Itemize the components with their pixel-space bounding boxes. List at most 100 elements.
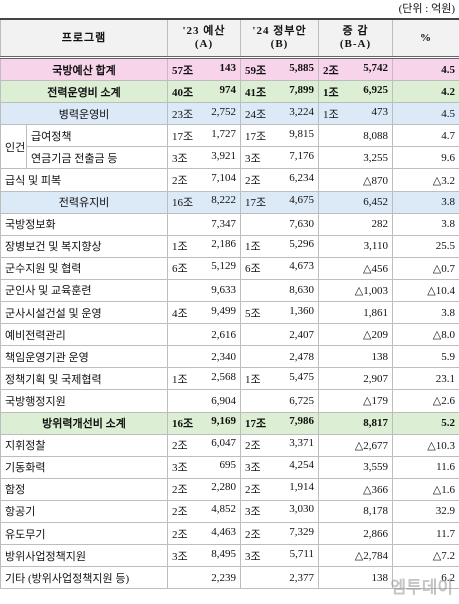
- pct-cell: 3.8: [392, 301, 459, 325]
- a23-cell: 3조 8,495: [167, 544, 242, 568]
- amount-part: 2조: [323, 64, 339, 77]
- table-row: 함정 2조 2,280 2조 1,914 △366 △1.6: [0, 477, 459, 501]
- b24-cell: 17조 7,986: [240, 411, 320, 435]
- table-row: 전력유지비 16조 8,222 17조 4,675 6,452 3.8: [0, 190, 459, 214]
- diff-cell: 8,178: [318, 499, 394, 523]
- diff-cell: 3,110: [318, 234, 394, 258]
- amount-part: 3조: [172, 550, 188, 563]
- amount-part: 4,675: [289, 194, 315, 207]
- b24-cell: 2조 6,234: [240, 168, 320, 192]
- amount-part: 2조: [172, 175, 188, 188]
- pct-cell: 11.6: [392, 455, 459, 479]
- program-label: 유도무기: [0, 521, 169, 546]
- program-label: 함정: [0, 477, 169, 501]
- amount-part: 4,673: [289, 260, 315, 273]
- group-label: 인건비: [0, 124, 27, 170]
- b24-cell: 3조 7,176: [240, 146, 320, 170]
- amount-part: 2,340: [211, 350, 237, 363]
- program-label: 기타 (방위사업정책지원 등): [0, 566, 169, 590]
- table-row: 방위력개선비 소계 16조 9,169 17조 7,986 8,817 5.2: [0, 411, 459, 435]
- amount-part: 3,224: [289, 105, 315, 118]
- amount-part: 2,616: [211, 328, 237, 341]
- amount-part: 4,463: [211, 525, 237, 538]
- watermark: 엠투데이: [390, 578, 453, 598]
- amount-part: 5,475: [289, 370, 315, 383]
- program-label: 연금기금 전출금 등: [25, 146, 169, 170]
- pct-cell: 4.2: [392, 80, 459, 104]
- pct-cell: △10.3: [392, 433, 459, 457]
- b24-cell: 3조 5,711: [240, 544, 320, 568]
- diff-cell: 8,817: [318, 411, 394, 435]
- pct-cell: 4.5: [392, 56, 459, 82]
- table-row: 국방정보화 7,347 7,630 282 3.8: [0, 212, 459, 236]
- amount-part: 3조: [245, 152, 261, 165]
- program-label: 항공기: [0, 499, 169, 523]
- amount-part: △366: [363, 483, 389, 496]
- amount-part: 7,329: [289, 525, 315, 538]
- program-label: 방위사업정책지원: [0, 544, 169, 568]
- amount-part: 2조: [245, 440, 261, 453]
- pct-cell: 6.2: [392, 566, 459, 590]
- amount-part: 40조: [172, 86, 194, 99]
- table-row: 연금기금 전출금 등 3조 3,921 3조 7,176 3,255 9.6: [1, 146, 459, 170]
- amount-part: 16조: [172, 418, 194, 431]
- table-row: 기타 (방위사업정책지원 등) 2,239 2,377 138 6.2: [0, 566, 459, 590]
- program-label: 국방정보화: [0, 212, 169, 236]
- header-text: '24 정부안: [252, 25, 307, 37]
- diff-cell: 1조 473: [318, 102, 394, 126]
- a23-cell: 40조 974: [167, 80, 242, 104]
- a23-cell: 16조 9,169: [167, 411, 242, 435]
- diff-cell: 138: [318, 345, 394, 369]
- a23-cell: 17조 1,727: [167, 124, 242, 148]
- b24-cell: 17조 9,815: [240, 124, 320, 148]
- pct-cell: △1.6: [392, 477, 459, 501]
- pct-cell: △8.0: [392, 323, 459, 347]
- b24-cell: 1조 5,296: [240, 234, 320, 258]
- diff-cell: 8,088: [318, 124, 394, 148]
- pct-cell: 3.8: [392, 190, 459, 214]
- amount-part: 1,861: [363, 306, 389, 319]
- b24-cell: 1조 5,475: [240, 367, 320, 391]
- amount-part: 4,254: [289, 459, 315, 472]
- header-text: '23 예산: [182, 25, 226, 37]
- amount-part: 138: [371, 350, 389, 363]
- header-row: 프로그램 '23 예산 (A) '24 정부안 (B) 증 감 (B-A) %: [0, 18, 459, 59]
- budget-table: 프로그램 '23 예산 (A) '24 정부안 (B) 증 감 (B-A) % 국방예…: [0, 18, 459, 590]
- program-label: 기동화력: [0, 455, 169, 479]
- amount-part: △456: [363, 262, 389, 275]
- amount-part: 1조: [172, 373, 188, 386]
- amount-part: 17조: [245, 130, 267, 143]
- pct-cell: 23.1: [392, 367, 459, 391]
- amount-part: 3조: [245, 462, 261, 475]
- amount-part: 3조: [172, 462, 188, 475]
- amount-part: 6,234: [289, 172, 315, 185]
- a23-cell: 2,616: [167, 323, 242, 347]
- pct-cell: △7.2: [392, 544, 459, 568]
- a23-cell: 2조 4,852: [167, 499, 242, 523]
- amount-part: 2조: [172, 506, 188, 519]
- amount-part: 2,907: [363, 372, 389, 385]
- program-label: 전력운영비 소계: [0, 80, 169, 104]
- amount-part: 1조: [245, 373, 261, 386]
- amount-part: 17조: [172, 130, 194, 143]
- amount-part: 4,852: [211, 503, 237, 516]
- table-row: 예비전력관리 2,616 2,407 △209 △8.0: [0, 323, 459, 347]
- b24-cell: 7,630: [240, 212, 320, 236]
- amount-part: 7,986: [289, 415, 315, 428]
- amount-part: 3,030: [289, 503, 315, 516]
- b24-cell: 41조 7,899: [240, 80, 320, 104]
- amount-part: 282: [371, 218, 389, 231]
- table-row: 군수지원 및 협력 6조 5,129 6조 4,673 △456 △0.7: [0, 256, 459, 280]
- a23-cell: 23조 2,752: [167, 102, 242, 126]
- program-label: 방위력개선비 소계: [0, 411, 169, 435]
- b24-cell: 2조 3,371: [240, 433, 320, 457]
- amount-part: 59조: [245, 64, 267, 77]
- amount-part: 23조: [172, 108, 194, 121]
- a23-cell: 2조 7,104: [167, 168, 242, 192]
- pct-cell: △0.7: [392, 256, 459, 280]
- header-text: (A): [194, 38, 214, 50]
- amount-part: 2조: [172, 528, 188, 541]
- program-label: 지휘정찰: [0, 433, 169, 457]
- amount-part: 1조: [172, 241, 188, 254]
